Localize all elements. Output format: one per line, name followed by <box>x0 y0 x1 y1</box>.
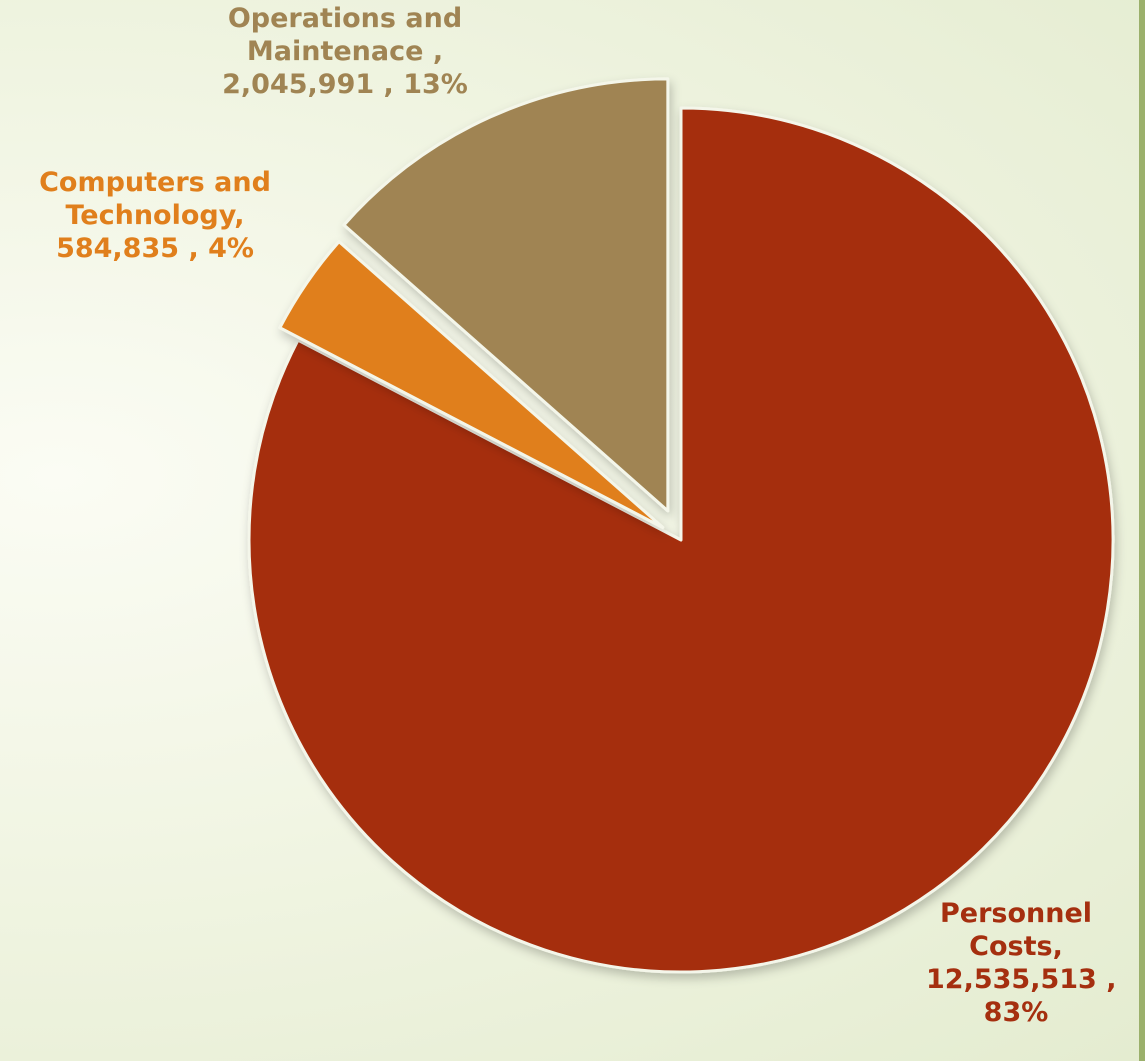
slice-label-operations-and-maintenance: Operations and Maintenace , 2,045,991 , … <box>200 2 490 101</box>
pie-slice-operations-and-maintenance <box>342 77 670 513</box>
slice-label-line: 83% <box>983 997 1049 1028</box>
slice-label-line: 2,045,991 , 13% <box>222 69 468 100</box>
pie-slice-personnel-costs <box>247 106 1115 974</box>
slide-accent-bar <box>1139 0 1145 1061</box>
slice-label-line: Maintenace , <box>246 36 444 67</box>
slice-label-line: Costs, <box>969 931 1063 962</box>
slice-label-line: Personnel <box>939 898 1093 929</box>
pie-slice-computers-and-technology <box>278 240 665 530</box>
slice-label-line: 584,835 , 4% <box>56 233 254 264</box>
slice-label-personnel-costs: Personnel Costs, 12,535,513 , 83% <box>926 897 1117 1029</box>
slice-label-computers-and-technology: Computers and Technology, 584,835 , 4% <box>10 166 300 265</box>
slice-label-line: 12,535,513 , <box>926 964 1117 995</box>
slice-label-line: Operations and <box>227 3 463 34</box>
slice-label-line: Computers and <box>39 167 271 198</box>
slice-label-line: Technology, <box>65 200 245 231</box>
